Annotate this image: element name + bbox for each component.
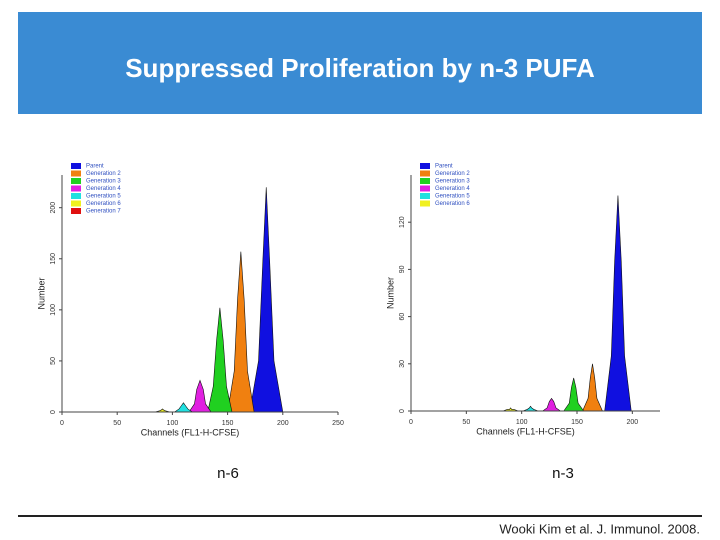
legend-swatch [420, 185, 430, 192]
legend-swatch [71, 200, 81, 207]
x-tick-label: 250 [332, 420, 344, 427]
generation-peak [249, 187, 284, 413]
y-tick-label: 0 [399, 409, 406, 413]
legend-label: Parent [435, 164, 453, 170]
legend-label: Generation 4 [86, 186, 121, 192]
plot-area [62, 175, 338, 412]
legend-label: Generation 3 [86, 179, 121, 185]
x-tick-label: 0 [60, 420, 64, 427]
y-tick-label: 90 [399, 265, 406, 273]
legend-label: Generation 6 [435, 201, 470, 207]
y-tick-label: 150 [50, 253, 57, 265]
legend-label: Generation 5 [435, 194, 470, 200]
y-tick-label: 30 [399, 360, 406, 368]
legend-label: Generation 6 [86, 201, 121, 207]
generation-peak [582, 363, 603, 412]
legend-label: Generation 2 [86, 171, 121, 177]
x-axis-label: Channels (FL1-H-CFSE) [476, 426, 575, 436]
legend-label: Generation 3 [435, 179, 470, 185]
x-tick-label: 100 [167, 420, 179, 427]
y-tick-label: 60 [399, 313, 406, 321]
header [18, 12, 702, 114]
x-tick-label: 150 [571, 419, 583, 426]
y-tick-label: 120 [399, 216, 406, 228]
generation-peak [563, 377, 585, 412]
x-tick-label: 50 [462, 419, 470, 426]
x-tick-label: 200 [626, 419, 638, 426]
generation-peak [604, 195, 632, 412]
legend-label: Generation 2 [435, 171, 470, 177]
chart-caption: n-3 [552, 465, 574, 482]
legend-swatch [420, 163, 430, 169]
x-tick-label: 50 [113, 420, 121, 427]
x-tick-label: 0 [409, 419, 413, 426]
generation-peak [541, 397, 562, 412]
generation-peak [188, 379, 212, 413]
legend-swatch [71, 193, 81, 199]
y-tick-label: 100 [50, 304, 57, 316]
legend-swatch [71, 185, 81, 192]
legend-swatch [71, 170, 81, 177]
legend-swatch [420, 193, 430, 199]
x-tick-label: 150 [222, 420, 234, 427]
y-axis-label: Number [385, 277, 395, 309]
legend-label: Generation 5 [86, 194, 121, 200]
legend-swatch [71, 178, 81, 184]
legend-swatch [71, 208, 81, 214]
legend-label: Parent [86, 164, 104, 170]
x-axis-label: Channels (FL1-H-CFSE) [141, 427, 240, 437]
y-tick-label: 0 [50, 410, 57, 414]
legend-swatch [420, 200, 430, 207]
generation-peak [227, 251, 255, 413]
y-tick-label: 200 [50, 202, 57, 214]
slide-title: Suppressed Proliferation by n-3 PUFA [125, 53, 595, 83]
legend-swatch [420, 178, 430, 184]
legend-swatch [71, 163, 81, 169]
x-tick-label: 100 [516, 419, 528, 426]
citation: Wooki Kim et al. J. Immunol. 2008. [499, 521, 700, 536]
generation-peak [173, 402, 194, 413]
legend-label: Generation 7 [86, 209, 121, 215]
legend-label: Generation 4 [435, 186, 470, 192]
y-axis-label: Number [36, 277, 46, 309]
generation-peak [207, 307, 233, 413]
chart-caption: n-6 [217, 465, 239, 482]
legend-swatch [420, 170, 430, 177]
y-tick-label: 50 [50, 357, 57, 365]
x-tick-label: 200 [277, 420, 289, 427]
